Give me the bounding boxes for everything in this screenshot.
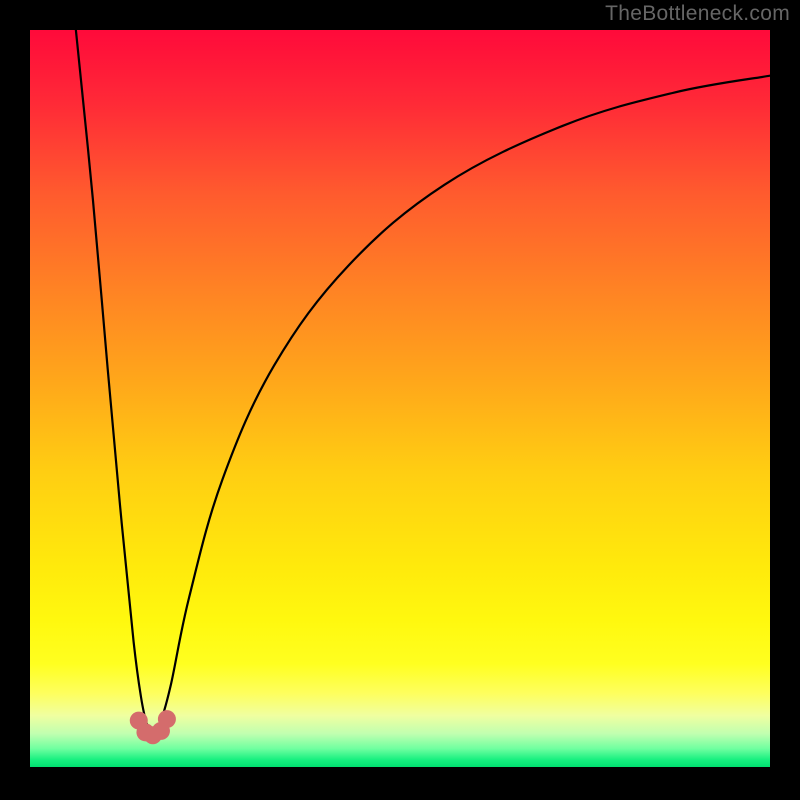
watermark-text: TheBottleneck.com [605, 2, 790, 26]
bottleneck-chart [0, 0, 800, 800]
chart-container: TheBottleneck.com [0, 0, 800, 800]
